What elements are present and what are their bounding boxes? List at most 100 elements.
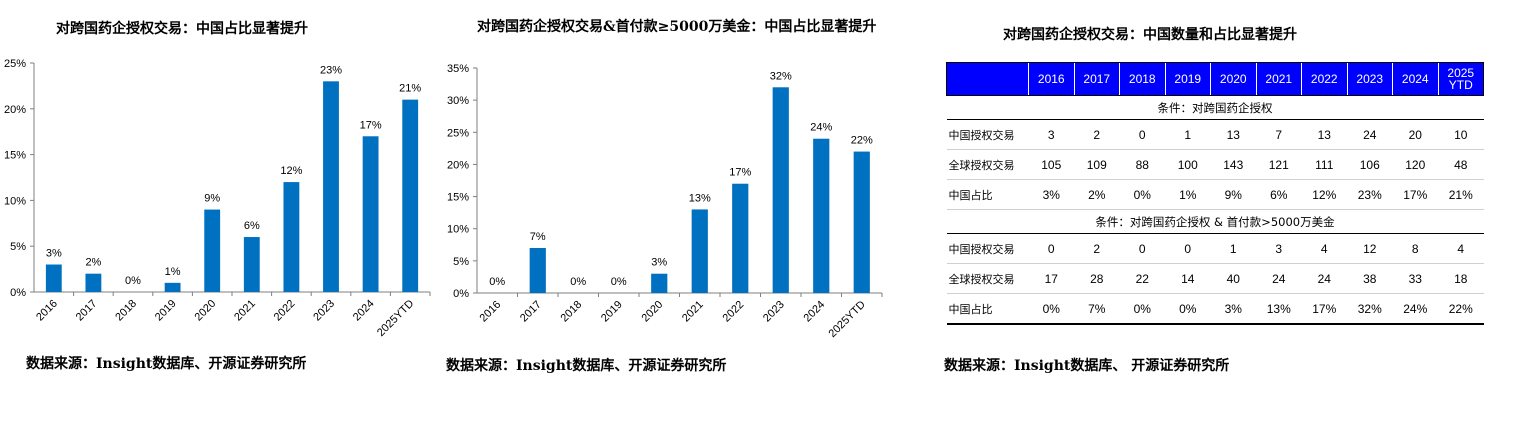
chart2-x-tick-label: 2023: [761, 299, 787, 325]
table-cell: 21%: [1438, 179, 1484, 210]
data-table: 2016 2017 2018 2019 2020 2021 2022 2023 2024 2025…: [946, 62, 1484, 325]
table-cell: 48: [1438, 149, 1484, 180]
table-cell: 12%: [1301, 179, 1347, 210]
table-cell: 22%: [1438, 293, 1484, 325]
chart2-data-label: 13%: [689, 192, 711, 204]
chart1-svg: 0% 5% 10% 15% 20% 25% 3% 2016 2% 2017 0% 2018 1% 2019…: [4, 58, 431, 339]
chart1-source: 数据来源：Insight数据库、开源证券研究所: [26, 356, 307, 372]
table-cell: 12: [1347, 233, 1393, 264]
table-cell: 1: [1210, 233, 1256, 264]
chart1-x-tick-label: 2018: [113, 298, 139, 324]
table-cell: 38: [1347, 263, 1393, 294]
chart2-bar: [529, 248, 546, 293]
table-header-year: 2020: [1210, 62, 1256, 96]
table-cell: 2: [1074, 233, 1120, 264]
chart1-x-tick-label: 2020: [193, 298, 219, 324]
chart2-data-label: 24%: [810, 122, 832, 134]
table-condition-row: 条件：对跨国药企授权 & 首付款>5000万美金: [946, 209, 1484, 234]
table-header-year: 2016: [1028, 62, 1074, 96]
chart2-svg: 0% 5% 10% 15% 20% 25% 30% 35% 0% 2016 7% 2017 0% 2018…: [447, 63, 883, 340]
table-row: 全球授权交易 105 109 88 100 143 121 111 106 120 48: [946, 149, 1484, 180]
chart1-y-tick-label: 25%: [4, 58, 26, 70]
table-condition-row: 条件：对跨国药企授权: [946, 95, 1484, 120]
chart1-data-label: 3%: [46, 248, 62, 260]
chart2-data-label: 0%: [570, 276, 586, 288]
chart1-bar: [362, 136, 379, 292]
table-cell: 24%: [1392, 293, 1438, 325]
chart2-x-tick-label: 2017: [518, 299, 544, 325]
table-header-year: 2022: [1301, 62, 1347, 96]
chart2-y-tick-label: 5%: [453, 256, 469, 268]
table-header-year: 2025 YTD: [1437, 62, 1484, 96]
table-cell: 9%: [1210, 179, 1256, 210]
table-header-year: 2023: [1346, 62, 1393, 96]
chart1-data-label: 6%: [244, 220, 260, 232]
chart2-y-tick-label: 15%: [447, 192, 469, 204]
chart2-x-tick-label: 2016: [478, 299, 504, 325]
chart2-y-tick-label: 25%: [447, 127, 469, 139]
table-cell: 4: [1301, 233, 1347, 264]
chart2-y-tick-label: 0%: [453, 288, 469, 300]
table-source: 数据来源：Insight数据库、 开源证券研究所: [944, 358, 1230, 374]
chart1-y-tick-label: 15%: [4, 150, 26, 162]
chart1-data-label: 2%: [85, 257, 101, 269]
table-cell: 17: [1028, 263, 1074, 294]
chart1-data-label: 12%: [280, 165, 302, 177]
chart2-bar: [732, 183, 749, 293]
table-cell: 8: [1392, 233, 1438, 264]
table-row-label: 中国占比: [946, 293, 1029, 325]
table-cell: 0: [1165, 233, 1211, 264]
chart2-x-tick-label: 2025YTD: [827, 299, 868, 340]
chart2-y-tick-label: 30%: [447, 95, 469, 107]
table-cell: 17%: [1392, 179, 1438, 210]
chart2-y-tick-label: 35%: [447, 63, 469, 75]
chart1-x-tick-label: 2025YTD: [375, 298, 416, 339]
chart2-data-label: 22%: [851, 135, 873, 147]
chart1-y-tick-label: 5%: [10, 241, 26, 253]
table-cell: 0%: [1119, 179, 1165, 210]
table-cell: 20: [1392, 119, 1438, 150]
table-cell: 2: [1074, 119, 1120, 150]
table-header-year: 2019: [1164, 62, 1211, 96]
table-cell: 3%: [1210, 293, 1256, 325]
chart1-data-label: 21%: [399, 83, 421, 95]
chart1-bar: [164, 282, 181, 292]
table-row-label: 全球授权交易: [946, 263, 1029, 294]
table-row-label: 中国占比: [946, 179, 1029, 210]
table-cell: 10: [1438, 119, 1484, 150]
table-header-year: 2017: [1073, 62, 1120, 96]
table-cell: 33: [1392, 263, 1438, 294]
table-header-blank: [946, 62, 1029, 96]
table-cell: 7: [1256, 119, 1302, 150]
chart2-bar: [651, 273, 668, 293]
table-cell: 1%: [1165, 179, 1211, 210]
table-cell: 100: [1165, 149, 1211, 180]
chart2-x-tick-label: 2019: [599, 299, 625, 325]
table-header-year: 2021: [1255, 62, 1302, 96]
chart1-x-tick-label: 2024: [351, 298, 377, 324]
chart1-data-label: 1%: [165, 266, 181, 278]
chart2-bar: [813, 138, 830, 293]
table-cell: 121: [1256, 149, 1302, 180]
table-header-year: 2024: [1392, 62, 1438, 96]
table-cell: 32%: [1347, 293, 1393, 325]
chart2-y-tick-label: 10%: [447, 224, 469, 236]
table-cell: 6%: [1256, 179, 1302, 210]
chart2-x-tick-label: 2024: [802, 299, 828, 325]
chart2-data-label: 7%: [530, 231, 546, 243]
table-cell: 0: [1119, 119, 1165, 150]
table-cell: 120: [1392, 149, 1438, 180]
table-cell: 88: [1119, 149, 1165, 180]
chart1-data-label: 17%: [360, 119, 382, 131]
table-cell: 22: [1119, 263, 1165, 294]
table-cell: 3: [1028, 119, 1074, 150]
chart2-data-label: 3%: [651, 257, 667, 269]
table-cell: 143: [1210, 149, 1256, 180]
chart1-title: 对跨国药企授权交易：中国占比显著提升: [56, 21, 308, 37]
table-header-year: 2018: [1119, 62, 1165, 96]
table-cell: 3: [1256, 233, 1302, 264]
table-row: 中国授权交易 3 2 0 1 13 7 13 24 20 10: [946, 119, 1484, 150]
table-cell: 4: [1438, 233, 1484, 264]
table-cell: 3%: [1028, 179, 1074, 210]
chart2-data-label: 0%: [611, 276, 627, 288]
